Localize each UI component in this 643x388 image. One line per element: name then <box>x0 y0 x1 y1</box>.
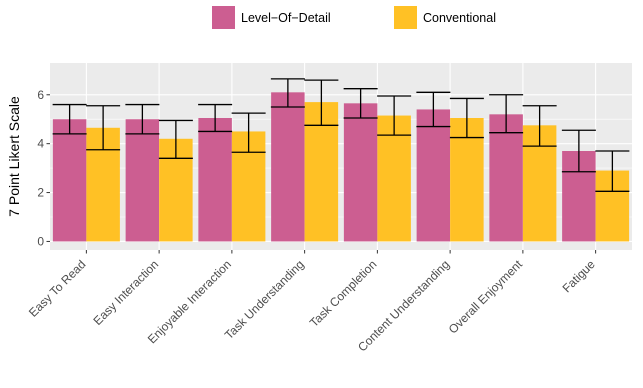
bar <box>343 103 378 242</box>
bar <box>377 115 411 242</box>
x-tick-label: Easy Interaction <box>91 257 162 328</box>
legend: Level−Of−Detail Conventional <box>212 6 496 29</box>
legend-label: Level−Of−Detail <box>241 11 331 25</box>
x-tick-label: Overall Enjoyment <box>446 257 526 337</box>
x-tick-label: Task Understanding <box>222 257 307 342</box>
bar <box>416 109 451 242</box>
y-tick-label: 0 <box>37 234 44 248</box>
bar <box>198 118 232 242</box>
x-tick-label: Enjoyable Interaction <box>145 257 234 346</box>
x-tick-label: Task Completion <box>307 257 380 330</box>
legend-item: Level−Of−Detail <box>212 6 331 29</box>
legend-swatch <box>394 6 417 29</box>
bar <box>489 114 523 242</box>
legend-label: Conventional <box>423 11 496 25</box>
legend-item: Conventional <box>394 6 496 29</box>
bar <box>52 119 87 242</box>
bar <box>125 119 160 242</box>
bar <box>450 118 484 242</box>
x-tick-label: Easy To Read <box>26 257 89 320</box>
y-tick-label: 2 <box>37 186 44 200</box>
y-axis-title: 7 Point Likert Scale <box>6 96 22 217</box>
y-axis: 0 2 4 6 <box>37 88 50 248</box>
error-bars <box>52 78 630 192</box>
bars <box>52 92 630 242</box>
y-tick-label: 6 <box>37 88 44 102</box>
y-tick-label: 4 <box>37 137 44 151</box>
legend-swatch <box>212 6 235 29</box>
x-tick-label: Fatigue <box>560 257 598 295</box>
bar <box>271 92 305 242</box>
